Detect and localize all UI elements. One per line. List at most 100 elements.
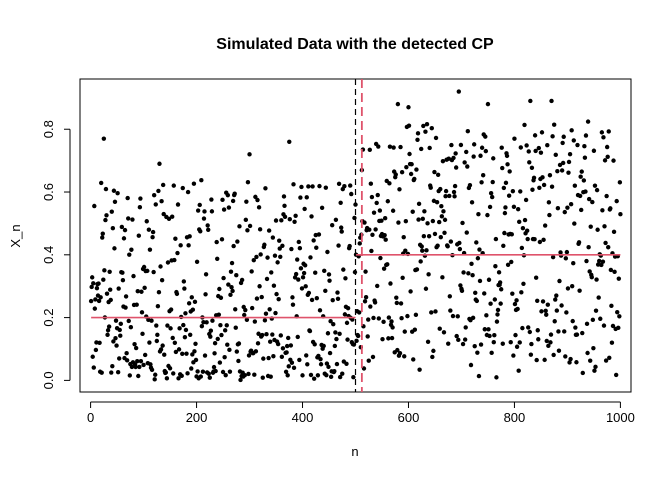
data-point — [212, 351, 217, 356]
data-point — [113, 318, 119, 323]
data-point — [505, 262, 511, 267]
data-point — [529, 341, 534, 347]
data-point — [289, 246, 294, 252]
x-tick-label: 600 — [398, 410, 420, 425]
data-point — [237, 224, 242, 229]
data-point — [548, 340, 553, 345]
data-point — [293, 271, 299, 277]
data-point — [464, 149, 469, 155]
data-point — [209, 209, 215, 214]
data-point — [555, 206, 561, 211]
data-point — [590, 199, 595, 205]
data-point — [519, 290, 524, 295]
data-point — [99, 370, 104, 375]
data-point — [253, 194, 258, 200]
data-point — [304, 195, 309, 200]
data-point — [430, 218, 436, 224]
data-point — [280, 346, 286, 351]
data-point — [524, 228, 530, 233]
data-point — [247, 152, 252, 157]
data-point — [286, 335, 291, 341]
data-point — [100, 235, 105, 240]
data-point — [284, 343, 290, 349]
data-point — [406, 123, 412, 128]
data-point — [245, 180, 251, 185]
data-point — [173, 349, 179, 355]
data-point — [478, 153, 483, 158]
data-point — [160, 182, 166, 188]
data-point — [215, 256, 220, 261]
data-point — [488, 190, 494, 196]
data-point — [311, 376, 317, 381]
data-point — [282, 203, 287, 208]
data-point — [487, 204, 493, 210]
data-point — [521, 281, 526, 287]
data-point — [605, 154, 610, 159]
data-point — [271, 283, 277, 288]
data-point — [345, 305, 351, 311]
data-point — [258, 252, 263, 257]
data-point — [239, 277, 245, 283]
data-point — [287, 217, 292, 222]
data-point — [519, 245, 525, 251]
data-point — [615, 309, 620, 315]
data-point — [208, 334, 213, 339]
data-point — [415, 137, 420, 142]
data-point — [370, 354, 376, 360]
data-point — [559, 168, 565, 173]
data-point — [483, 134, 488, 139]
data-point — [500, 165, 505, 171]
data-point — [493, 236, 499, 242]
data-point — [261, 356, 266, 361]
data-point — [252, 319, 258, 324]
data-point — [292, 219, 297, 224]
data-point — [149, 318, 154, 323]
data-point — [513, 332, 518, 338]
data-point — [323, 185, 329, 190]
data-point — [522, 217, 528, 223]
data-point — [100, 231, 105, 236]
data-point — [402, 329, 407, 334]
data-point — [453, 151, 458, 156]
data-point — [205, 223, 210, 228]
data-point — [440, 158, 446, 164]
data-point — [324, 361, 330, 366]
data-point — [385, 262, 390, 267]
data-point — [505, 162, 510, 167]
data-point — [570, 318, 575, 324]
data-point — [608, 267, 614, 273]
data-point — [616, 276, 622, 281]
data-point — [178, 243, 183, 248]
data-point — [168, 307, 174, 312]
data-point — [336, 181, 342, 187]
data-point — [297, 357, 302, 363]
data-point — [298, 195, 303, 200]
data-point — [460, 220, 465, 226]
data-point — [266, 228, 272, 233]
data-point — [493, 264, 498, 269]
x-axis: 0 200 400 600 800 1000 — [87, 401, 635, 425]
y-tick-label: 0.8 — [41, 120, 56, 138]
data-point — [361, 366, 367, 371]
data-point — [198, 374, 203, 379]
data-point — [421, 123, 426, 129]
data-point — [279, 354, 285, 359]
data-point — [167, 366, 173, 371]
data-point — [203, 272, 209, 277]
data-point — [274, 291, 279, 297]
data-point — [268, 374, 273, 379]
data-point — [175, 250, 180, 256]
data-point — [277, 238, 282, 243]
data-point — [249, 305, 255, 311]
data-point — [494, 375, 499, 380]
data-point — [157, 161, 162, 166]
data-point — [431, 348, 436, 354]
data-point — [592, 183, 598, 188]
data-point — [369, 248, 374, 254]
data-point — [453, 165, 459, 170]
data-point — [105, 328, 111, 333]
data-point — [162, 352, 167, 357]
data-point — [548, 332, 554, 337]
data-point — [502, 210, 508, 216]
data-point — [264, 276, 270, 282]
